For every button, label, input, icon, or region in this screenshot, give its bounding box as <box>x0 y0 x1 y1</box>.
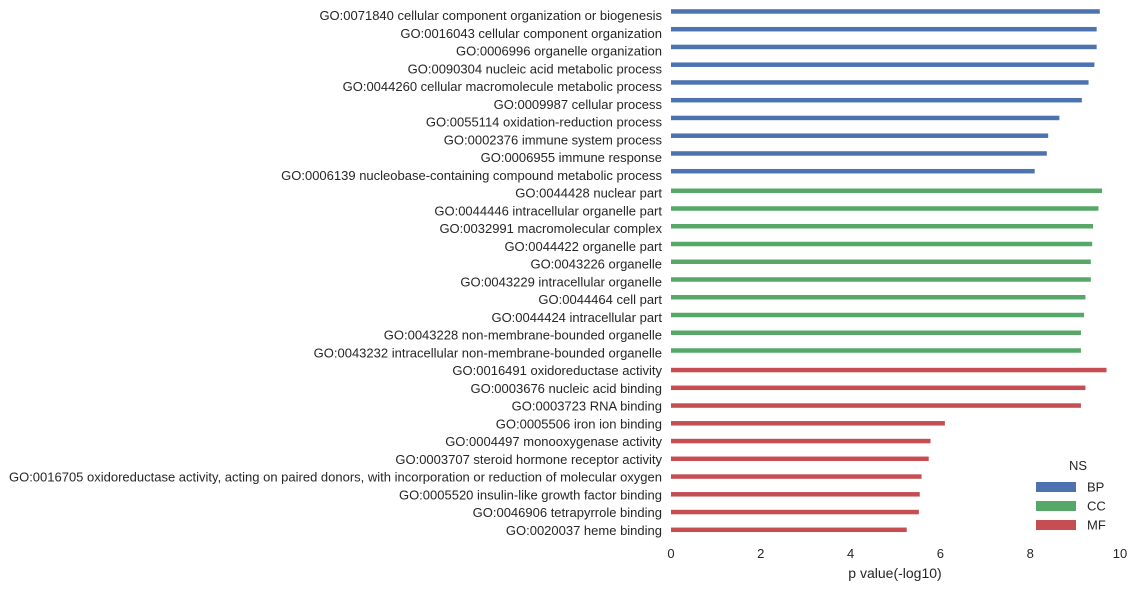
x-axis-label: p value(-log10) <box>848 565 941 581</box>
bar-bp <box>671 168 1035 174</box>
category-label: GO:0043232 intracellular non-membrane-bo… <box>314 345 662 360</box>
category-label: GO:0020037 heme binding <box>506 523 662 538</box>
bar-cc <box>671 348 1081 353</box>
category-label: GO:0004497 monooxygenase activity <box>445 434 662 449</box>
legend-swatch-bp <box>1036 482 1076 492</box>
category-label: GO:0016491 oxidoreductase activity <box>452 363 662 378</box>
category-label: GO:0044260 cellular macromolecule metabo… <box>343 79 663 94</box>
category-label: GO:0043228 non-membrane-bounded organell… <box>384 328 662 343</box>
legend-swatch-mf <box>1036 520 1076 530</box>
bar-cc <box>671 295 1086 300</box>
category-label: GO:0002376 immune system process <box>444 132 663 147</box>
bar-mf <box>671 438 931 444</box>
category-label: GO:0032991 macromolecular complex <box>439 221 662 236</box>
category-label: GO:0090304 nucleic acid metabolic proces… <box>408 61 663 76</box>
bar-bp <box>671 44 1097 50</box>
bar-mf <box>671 421 945 426</box>
category-label: GO:0046906 tetrapyrrole binding <box>473 505 662 520</box>
bar-mf <box>671 456 929 462</box>
category-label: GO:0071840 cellular component organizati… <box>319 8 662 23</box>
category-label: GO:0016043 cellular component organizati… <box>400 26 662 41</box>
legend-title: NS <box>1069 458 1087 473</box>
bar-cc <box>671 224 1094 229</box>
legend-swatch-cc <box>1036 501 1076 511</box>
category-label: GO:0003676 nucleic acid binding <box>470 381 662 396</box>
x-tick-label: 4 <box>847 546 854 561</box>
bar-cc <box>671 277 1091 282</box>
bar-mf <box>671 403 1081 408</box>
x-tick-label: 6 <box>937 546 944 561</box>
category-label: GO:0044464 cell part <box>538 292 662 307</box>
bar-bp <box>671 9 1100 14</box>
bar-mf <box>671 474 922 479</box>
bar-mf <box>671 527 907 533</box>
legend-label-mf: MF <box>1087 518 1106 533</box>
category-label: GO:0044422 organelle part <box>504 239 662 254</box>
category-label: GO:0043226 organelle <box>530 257 662 272</box>
bar-mf <box>671 367 1107 373</box>
bar-cc <box>671 259 1091 264</box>
category-label: GO:0044424 intracellular part <box>491 310 662 325</box>
category-label: GO:0016705 oxidoreductase activity, acti… <box>9 470 662 485</box>
x-axis: 0 2 4 6 8 10 <box>667 546 1127 561</box>
bar-cc <box>671 330 1081 335</box>
x-tick-label: 10 <box>1113 546 1127 561</box>
category-label: GO:0043229 intracellular organelle <box>460 274 662 289</box>
bar-cc <box>671 312 1085 318</box>
legend-label-cc: CC <box>1087 499 1106 514</box>
bar-cc <box>671 188 1103 193</box>
bar-cc <box>671 206 1099 211</box>
category-label: GO:0006955 immune response <box>481 150 662 165</box>
x-tick-label: 2 <box>757 546 764 561</box>
category-label: GO:0044428 nuclear part <box>515 186 662 201</box>
bar-mf <box>671 385 1086 391</box>
category-labels: GO:0071840 cellular component organizati… <box>9 8 663 538</box>
category-label: GO:0003707 steroid hormone receptor acti… <box>395 452 662 467</box>
bar-bp <box>671 80 1089 85</box>
x-tick-label: 0 <box>667 546 674 561</box>
category-label: GO:0055114 oxidation-reduction process <box>426 115 663 130</box>
category-label: GO:0044446 intracellular organelle part <box>434 203 662 218</box>
x-tick-label: 8 <box>1027 546 1034 561</box>
bar-mf <box>671 492 920 497</box>
bar-bp <box>671 151 1047 156</box>
bar-bp <box>671 26 1097 32</box>
category-label: GO:0009987 cellular process <box>494 97 663 112</box>
bars <box>671 9 1107 533</box>
legend-label-bp: BP <box>1087 480 1104 495</box>
category-label: GO:0005506 iron ion binding <box>496 416 662 431</box>
category-label: GO:0006139 nucleobase-containing compoun… <box>281 168 662 183</box>
legend: NS BP CC MF <box>1036 458 1106 533</box>
bar-bp <box>671 133 1049 138</box>
category-label: GO:0005520 insulin-like growth factor bi… <box>399 487 662 502</box>
bar-bp <box>671 115 1060 121</box>
bar-cc <box>671 241 1093 247</box>
bar-bp <box>671 97 1082 103</box>
bar-bp <box>671 62 1095 67</box>
category-label: GO:0003723 RNA binding <box>512 399 662 414</box>
bar-mf <box>671 509 919 515</box>
category-label: GO:0006996 organelle organization <box>456 44 662 59</box>
